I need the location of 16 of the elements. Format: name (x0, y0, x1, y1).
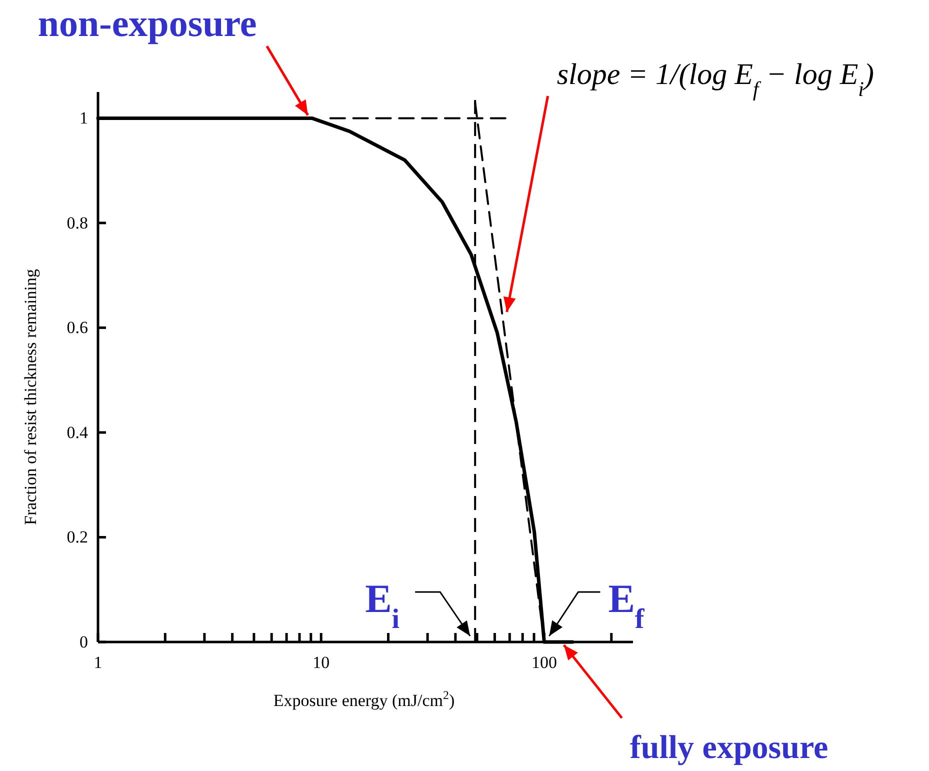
y-tick-label: 0 (80, 632, 88, 652)
y-tick-label: 0.2 (66, 528, 88, 547)
annotation: E$_{f}$ (608, 576, 645, 634)
annotation: E$_{i}$ (365, 576, 400, 634)
x-tick-label: 10 (312, 653, 330, 672)
y-tick-label: 0.8 (66, 213, 88, 232)
y-tick-label: 0.4 (66, 422, 88, 442)
y-tick-label: 0.6 (66, 318, 88, 338)
x-tick-label: 1 (94, 653, 102, 672)
annotation: non-exposure (38, 3, 257, 46)
x-axis-title: Exposure energy (mJ/cm$^{2}$) (273, 688, 455, 710)
x-tick-label: 100 (531, 653, 557, 672)
annotation: fully exposure (630, 730, 828, 766)
y-tick-label: 1 (80, 108, 88, 128)
y-axis-title: Fraction of resist thickness remaining (21, 268, 40, 525)
annotation: slope = 1/(log E$_{f}$ − log E$_{i}$) (556, 58, 874, 101)
